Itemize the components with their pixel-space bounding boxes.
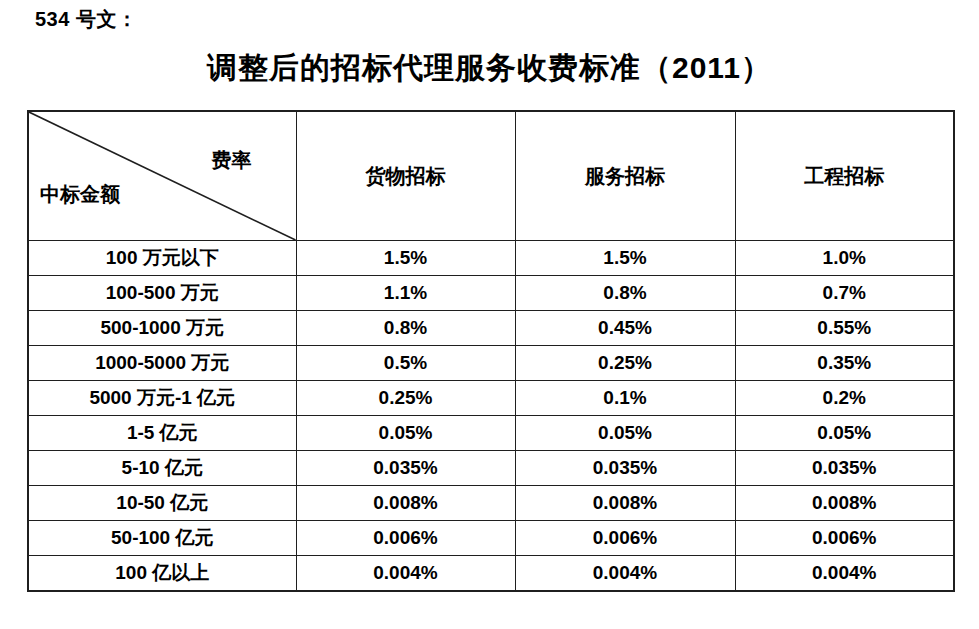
fee-cell: 0.008% (735, 486, 954, 521)
table-row: 1000-5000 万元 0.5% 0.25% 0.35% (28, 346, 954, 381)
fee-cell: 0.008% (515, 486, 735, 521)
fee-cell: 1.0% (735, 241, 954, 276)
fee-standard-table: 费率 中标金额 货物招标 服务招标 工程招标 100 万元以下 1.5% 1.5… (27, 110, 955, 592)
fee-cell: 0.55% (735, 311, 954, 346)
table-row: 10-50 亿元 0.008% 0.008% 0.008% (28, 486, 954, 521)
corner-label-rate: 费率 (212, 149, 252, 172)
page-title: 调整后的招标代理服务收费标准（2011） (0, 48, 979, 89)
fee-cell: 1.5% (515, 241, 735, 276)
table-row: 1-5 亿元 0.05% 0.05% 0.05% (28, 416, 954, 451)
fee-cell: 0.5% (296, 346, 515, 381)
fee-cell: 0.2% (735, 381, 954, 416)
column-header-goods: 货物招标 (296, 111, 515, 241)
fee-cell: 0.1% (515, 381, 735, 416)
fee-cell: 0.8% (515, 276, 735, 311)
corner-label-amount: 中标金额 (40, 183, 120, 206)
fee-cell: 0.006% (296, 521, 515, 556)
fee-cell: 0.004% (296, 556, 515, 592)
fee-cell: 0.035% (515, 451, 735, 486)
fee-cell: 1.5% (296, 241, 515, 276)
fee-cell: 0.035% (296, 451, 515, 486)
table-row: 50-100 亿元 0.006% 0.006% 0.006% (28, 521, 954, 556)
fee-cell: 0.7% (735, 276, 954, 311)
row-label: 500-1000 万元 (28, 311, 296, 346)
fee-cell: 0.05% (735, 416, 954, 451)
fee-cell: 0.05% (515, 416, 735, 451)
row-label: 1000-5000 万元 (28, 346, 296, 381)
doc-number-label: 534 号文： (35, 6, 137, 33)
row-label: 100 亿以上 (28, 556, 296, 592)
fee-cell: 0.006% (735, 521, 954, 556)
fee-cell: 0.004% (735, 556, 954, 592)
fee-cell: 0.004% (515, 556, 735, 592)
fee-cell: 0.008% (296, 486, 515, 521)
fee-cell: 0.25% (515, 346, 735, 381)
fee-cell: 0.035% (735, 451, 954, 486)
row-label: 5-10 亿元 (28, 451, 296, 486)
row-label: 50-100 亿元 (28, 521, 296, 556)
column-header-works: 工程招标 (735, 111, 954, 241)
table-row: 5-10 亿元 0.035% 0.035% 0.035% (28, 451, 954, 486)
fee-cell: 0.006% (515, 521, 735, 556)
row-label: 100-500 万元 (28, 276, 296, 311)
table-row: 5000 万元-1 亿元 0.25% 0.1% 0.2% (28, 381, 954, 416)
row-label: 10-50 亿元 (28, 486, 296, 521)
table-row: 100-500 万元 1.1% 0.8% 0.7% (28, 276, 954, 311)
fee-cell: 0.35% (735, 346, 954, 381)
table-row: 500-1000 万元 0.8% 0.45% 0.55% (28, 311, 954, 346)
diagonal-divider-line (29, 112, 296, 240)
table-corner-cell: 费率 中标金额 (28, 111, 296, 241)
fee-cell: 0.45% (515, 311, 735, 346)
column-header-service: 服务招标 (515, 111, 735, 241)
row-label: 1-5 亿元 (28, 416, 296, 451)
fee-cell: 0.05% (296, 416, 515, 451)
row-label: 100 万元以下 (28, 241, 296, 276)
fee-cell: 1.1% (296, 276, 515, 311)
row-label: 5000 万元-1 亿元 (28, 381, 296, 416)
fee-cell: 0.8% (296, 311, 515, 346)
table-row: 100 亿以上 0.004% 0.004% 0.004% (28, 556, 954, 592)
table-row: 100 万元以下 1.5% 1.5% 1.0% (28, 241, 954, 276)
fee-cell: 0.25% (296, 381, 515, 416)
header-row: 费率 中标金额 货物招标 服务招标 工程招标 (28, 111, 954, 241)
